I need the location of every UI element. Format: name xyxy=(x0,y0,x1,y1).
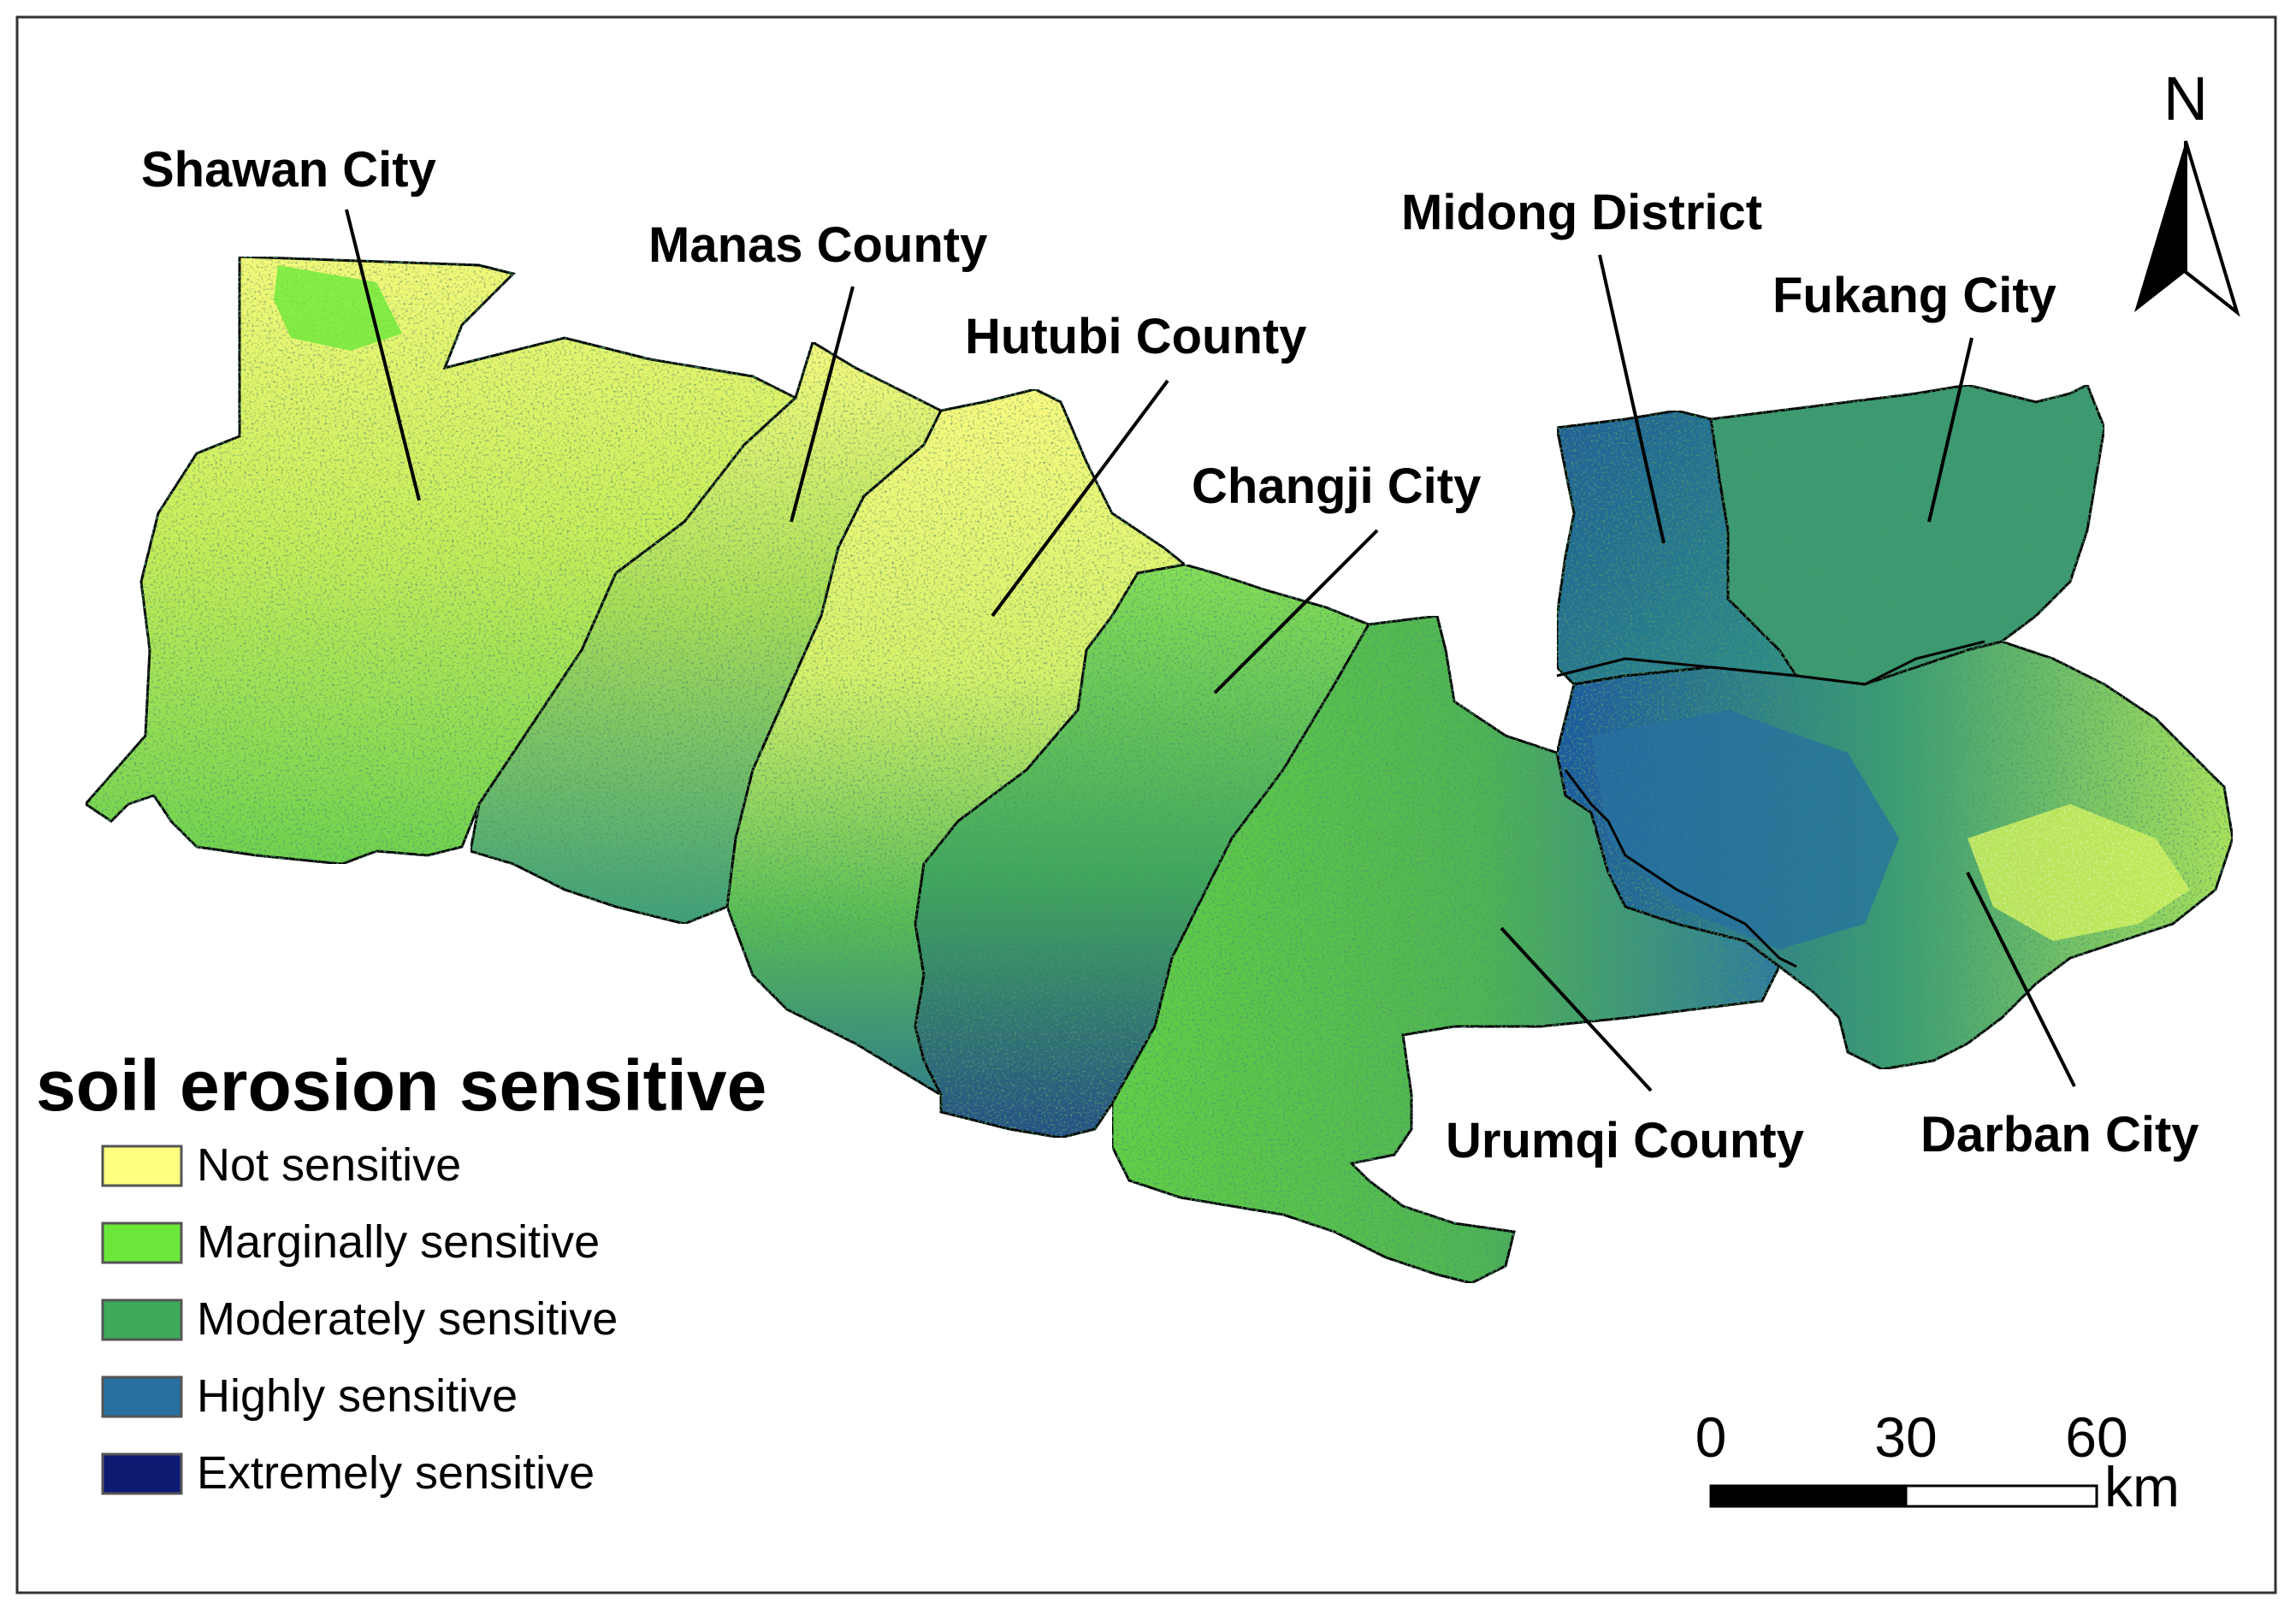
label-midong: Midong District xyxy=(1401,185,1762,240)
label-manas: Manas County xyxy=(648,217,987,273)
legend-swatch xyxy=(101,1145,183,1187)
leader-lines xyxy=(345,209,2076,1092)
north-arrow: N xyxy=(2134,65,2240,317)
scale-tick-30: 30 xyxy=(1874,1405,1937,1469)
label-shawan: Shawan City xyxy=(141,142,436,198)
boundary-urumqi-darban xyxy=(1564,769,1797,968)
legend: soil erosion sensitive Not sensitive Marg… xyxy=(36,1045,766,1499)
region-fukang xyxy=(1709,382,2106,686)
label-darban: Darban City xyxy=(1920,1107,2199,1162)
label-fukang: Fukang City xyxy=(1772,268,2056,323)
legend-label: Marginally sensitive xyxy=(197,1216,600,1268)
legend-label: Extremely sensitive xyxy=(197,1447,595,1499)
label-hutubi: Hutubi County xyxy=(965,309,1306,364)
scale-bar: 0 30 60 km xyxy=(1695,1405,2180,1518)
legend-swatch xyxy=(101,1222,183,1264)
legend-label: Not sensitive xyxy=(197,1139,461,1191)
legend-label: Moderately sensitive xyxy=(197,1293,618,1345)
scale-tick-0: 0 xyxy=(1695,1405,1727,1469)
north-arrow-icon xyxy=(2134,141,2186,312)
boundary-midong-darban xyxy=(1556,640,1985,686)
darban-highly-zone xyxy=(1591,710,1899,949)
scale-tick-60: 60 xyxy=(2065,1405,2127,1469)
region-changji xyxy=(914,563,1371,1139)
region-shawan xyxy=(83,255,798,866)
shawan-marginal-patch xyxy=(274,265,402,351)
label-changji: Changji City xyxy=(1192,458,1481,514)
legend-swatch xyxy=(101,1375,183,1418)
legend-swatch xyxy=(101,1452,183,1495)
label-urumqi: Urumqi County xyxy=(1446,1113,1804,1168)
darban-light-zone xyxy=(1968,804,2190,941)
legend-swatch xyxy=(101,1298,183,1341)
scale-unit: km xyxy=(2104,1455,2180,1518)
north-label: N xyxy=(2163,65,2208,133)
legend-title: soil erosion sensitive xyxy=(36,1045,766,1126)
study-area xyxy=(83,255,2234,1285)
legend-label: Highly sensitive xyxy=(197,1370,518,1422)
